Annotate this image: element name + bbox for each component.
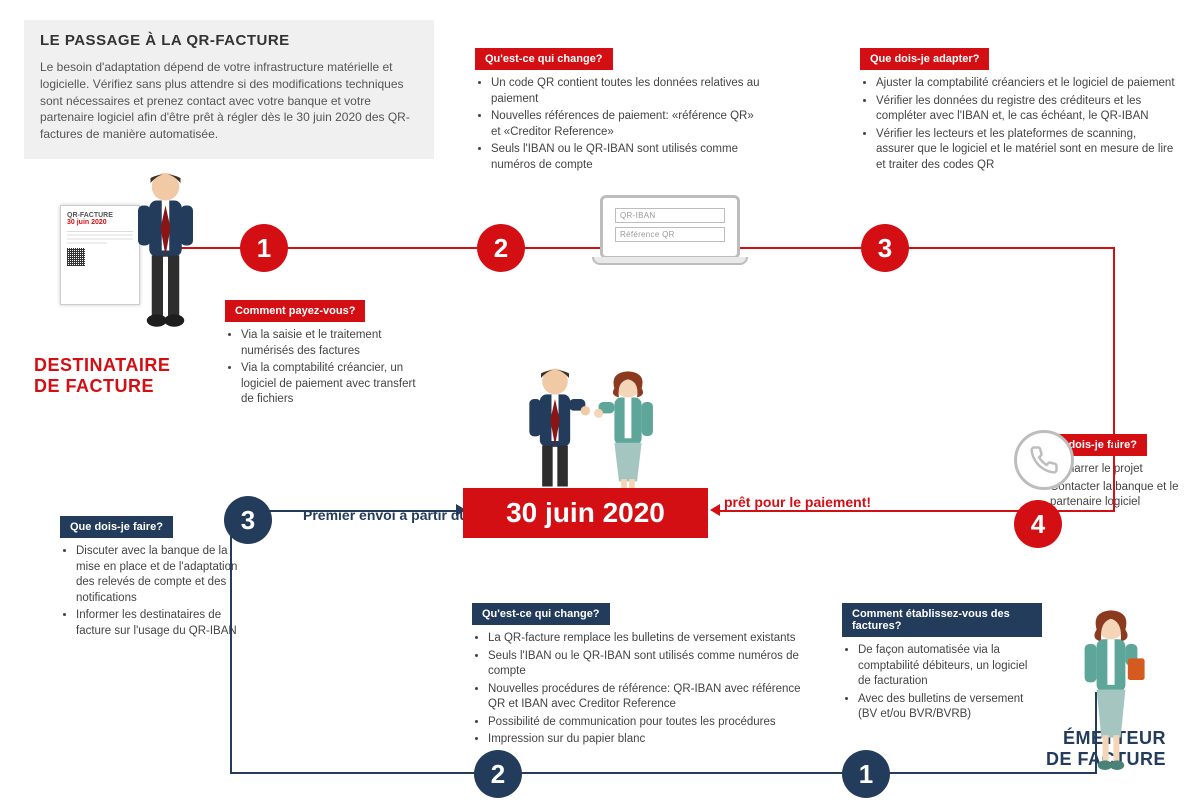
bottom-step-3-tag: Que dois-je faire? [60,516,173,538]
top-step-3-num: 3 [861,224,909,272]
center-date: 30 juin 2020 [463,488,708,538]
list-item: Un code QR contient toutes les données r… [491,76,765,107]
laptop-field-2: Référence QR [615,227,725,242]
top-step-3-bullets: Ajuster la comptabilité créanciers et le… [860,76,1175,173]
list-item: Nouvelles procédures de référence: QR-IB… [488,682,802,713]
top-step-1-num: 1 [240,224,288,272]
person-man-left [128,168,203,331]
list-item: Impression sur du papier blanc [488,732,802,748]
bottom-step-2-num: 2 [474,750,522,798]
list-item: Seuls l'IBAN ou le QR-IBAN sont utilisés… [491,142,765,173]
top-step-1-bullets: Via la saisie et le traitement numérisés… [225,328,421,408]
list-item: Contacter la banque et le partenaire log… [1050,480,1184,511]
connector-red-v1 [1113,247,1115,510]
list-item: La QR-facture remplace les bulletins de … [488,631,802,647]
intro-title: LE PASSAGE À LA QR-FACTURE [40,32,418,49]
list-item: Seuls l'IBAN ou le QR-IBAN sont utilisés… [488,649,802,680]
list-item: Informer les destinataires de facture su… [76,608,240,639]
list-item: Discuter avec la banque de la mise en pl… [76,544,240,606]
arrow-red-left [710,504,720,516]
top-step-2-num: 2 [477,224,525,272]
bottom-step-3-block: Que dois-je faire? Discuter avec la banq… [60,516,240,641]
laptop-illustration: QR-IBAN Référence QR [600,195,740,265]
top-step-2-block: Qu'est-ce qui change? Un code QR contien… [475,48,765,175]
list-item: Via la saisie et le traitement numérisés… [241,328,421,359]
role-destinataire: DESTINATAIRE DE FACTURE [34,355,170,396]
list-item: Ajuster la comptabilité créanciers et le… [876,76,1175,92]
person-woman-center [594,368,662,493]
bottom-step-3-bullets: Discuter avec la banque de la mise en pl… [60,544,240,639]
top-step-3-tag: Que dois-je adapter? [860,48,989,70]
top-step-1-tag: Comment payez-vous? [225,300,365,322]
list-item: Possibilité de communication pour toutes… [488,715,802,731]
list-item: Avec des bulletins de versement (BV et/o… [858,692,1042,723]
list-item: Vérifier les données du registre des cré… [876,94,1175,125]
bottom-step-2-block: Qu'est-ce qui change? La QR-facture remp… [472,603,802,750]
bottom-step-2-tag: Qu'est-ce qui change? [472,603,610,625]
bottom-step-2-bullets: La QR-facture remplace les bulletins de … [472,631,802,748]
phone-icon [1014,430,1074,490]
top-step-2-bullets: Un code QR contient toutes les données r… [475,76,765,173]
list-item: De façon automatisée via la comptabilité… [858,643,1042,690]
laptop-field-1: QR-IBAN [615,208,725,223]
person-man-center [520,364,590,492]
bottom-step-1-tag: Comment établissez-vous des factures? [842,603,1042,637]
bottom-step-1-block: Comment établissez-vous des factures? De… [842,603,1042,725]
list-item: Vérifier les lecteurs et les plateformes… [876,127,1175,174]
top-step-2-tag: Qu'est-ce qui change? [475,48,613,70]
bottom-step-1-num: 1 [842,750,890,798]
bottom-step-3-num: 3 [224,496,272,544]
bottom-step-1-bullets: De façon automatisée via la comptabilité… [842,643,1042,723]
list-item: Nouvelles références de paiement: «référ… [491,109,765,140]
list-item: Via la comptabilité créancier, un logici… [241,361,421,408]
invoice-title: QR-FACTURE [67,212,133,219]
center-right-text: prêt pour le paiement! [724,494,871,510]
top-step-4-num: 4 [1014,500,1062,548]
top-step-3-block: Que dois-je adapter? Ajuster la comptabi… [860,48,1175,175]
person-woman-right [1075,608,1147,776]
top-step-1-block: Comment payez-vous? Via la saisie et le … [225,300,421,410]
invoice-date: 30 juin 2020 [67,219,133,226]
connector-navy-v1 [230,510,232,774]
connector-navy-h1 [230,772,1097,774]
intro-box: LE PASSAGE À LA QR-FACTURE Le besoin d'a… [24,20,434,159]
qr-icon [67,248,85,266]
intro-text: Le besoin d'adaptation dépend de votre i… [40,59,418,143]
